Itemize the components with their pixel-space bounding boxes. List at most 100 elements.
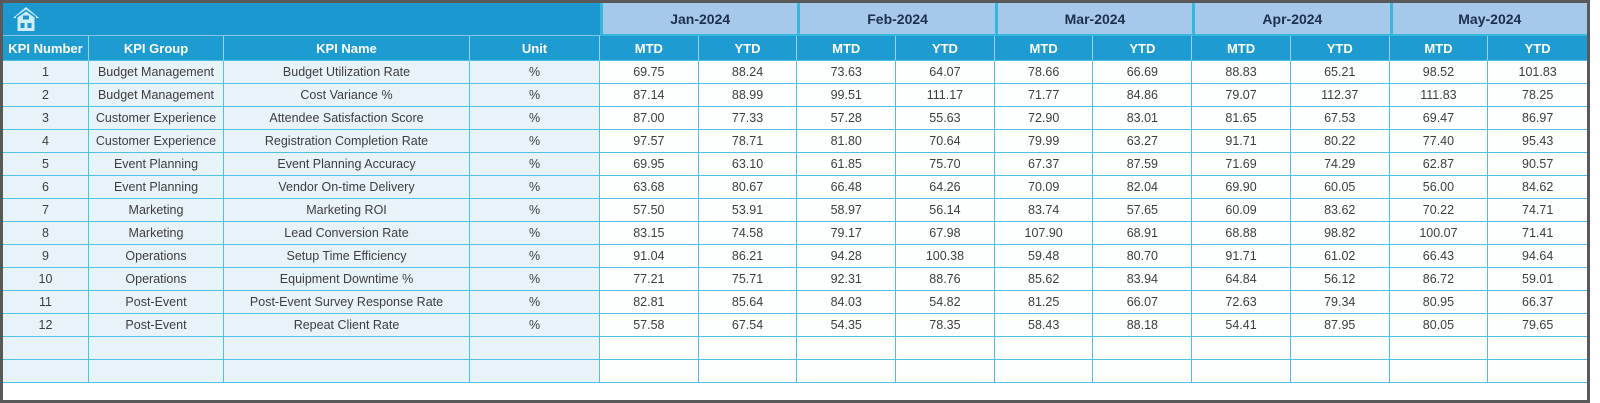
value-cell[interactable]: 81.25 (994, 291, 1094, 314)
value-cell[interactable]: 79.99 (994, 130, 1094, 153)
value-cell[interactable]: 78.66 (994, 61, 1094, 84)
value-cell[interactable]: 63.27 (1093, 130, 1193, 153)
empty-cell[interactable] (1488, 360, 1587, 383)
value-cell[interactable]: 64.26 (896, 176, 995, 199)
value-cell[interactable]: 56.14 (896, 199, 995, 222)
empty-cell[interactable] (698, 360, 798, 383)
value-cell[interactable]: 67.53 (1290, 107, 1390, 130)
value-cell[interactable]: 84.62 (1488, 176, 1587, 199)
value-cell[interactable]: 66.37 (1488, 291, 1587, 314)
value-cell[interactable]: 70.64 (896, 130, 995, 153)
value-cell[interactable]: 77.40 (1389, 130, 1489, 153)
value-cell[interactable]: 72.63 (1192, 291, 1291, 314)
value-cell[interactable]: 57.58 (600, 314, 699, 337)
value-cell[interactable]: 62.87 (1389, 153, 1489, 176)
empty-cell[interactable] (224, 360, 470, 383)
kpi-number-cell[interactable]: 10 (3, 268, 89, 291)
value-cell[interactable]: 66.69 (1093, 61, 1193, 84)
value-cell[interactable]: 70.22 (1389, 199, 1489, 222)
value-cell[interactable]: 87.14 (600, 84, 699, 107)
value-cell[interactable]: 83.01 (1093, 107, 1193, 130)
value-cell[interactable]: 71.77 (994, 84, 1094, 107)
empty-cell[interactable] (470, 337, 600, 360)
kpi-number-cell[interactable]: 11 (3, 291, 89, 314)
empty-cell[interactable] (1290, 337, 1390, 360)
unit-cell[interactable]: % (470, 222, 600, 245)
kpi-number-cell[interactable]: 1 (3, 61, 89, 84)
unit-cell[interactable]: % (470, 61, 600, 84)
kpi-name-cell[interactable]: Post-Event Survey Response Rate (224, 291, 470, 314)
value-cell[interactable]: 68.91 (1093, 222, 1193, 245)
value-cell[interactable]: 57.28 (797, 107, 897, 130)
value-cell[interactable]: 80.67 (698, 176, 798, 199)
empty-cell[interactable] (470, 360, 600, 383)
value-cell[interactable]: 79.17 (797, 222, 897, 245)
value-cell[interactable]: 85.64 (698, 291, 798, 314)
kpi-group-cell[interactable]: Operations (89, 268, 224, 291)
value-cell[interactable]: 80.22 (1290, 130, 1390, 153)
kpi-name-cell[interactable]: Event Planning Accuracy (224, 153, 470, 176)
value-cell[interactable]: 86.97 (1488, 107, 1587, 130)
value-cell[interactable]: 97.57 (600, 130, 699, 153)
value-cell[interactable]: 68.88 (1192, 222, 1291, 245)
unit-cell[interactable]: % (470, 130, 600, 153)
kpi-number-cell[interactable]: 12 (3, 314, 89, 337)
kpi-name-cell[interactable]: Vendor On-time Delivery (224, 176, 470, 199)
kpi-name-cell[interactable]: Attendee Satisfaction Score (224, 107, 470, 130)
unit-cell[interactable]: % (470, 291, 600, 314)
unit-cell[interactable]: % (470, 314, 600, 337)
value-cell[interactable]: 64.84 (1192, 268, 1291, 291)
value-cell[interactable]: 86.72 (1389, 268, 1489, 291)
empty-cell[interactable] (3, 337, 89, 360)
value-cell[interactable]: 59.48 (994, 245, 1094, 268)
empty-cell[interactable] (89, 360, 224, 383)
kpi-number-cell[interactable]: 7 (3, 199, 89, 222)
value-cell[interactable]: 83.62 (1290, 199, 1390, 222)
value-cell[interactable]: 100.07 (1389, 222, 1489, 245)
value-cell[interactable]: 60.09 (1192, 199, 1291, 222)
kpi-group-cell[interactable]: Post-Event (89, 291, 224, 314)
value-cell[interactable]: 91.71 (1192, 130, 1291, 153)
kpi-name-cell[interactable]: Repeat Client Rate (224, 314, 470, 337)
value-cell[interactable]: 73.63 (797, 61, 897, 84)
value-cell[interactable]: 80.05 (1389, 314, 1489, 337)
kpi-name-cell[interactable]: Registration Completion Rate (224, 130, 470, 153)
value-cell[interactable]: 54.35 (797, 314, 897, 337)
value-cell[interactable]: 71.41 (1488, 222, 1587, 245)
value-cell[interactable]: 87.59 (1093, 153, 1193, 176)
kpi-number-cell[interactable]: 5 (3, 153, 89, 176)
value-cell[interactable]: 77.33 (698, 107, 798, 130)
empty-cell[interactable] (1093, 360, 1193, 383)
empty-cell[interactable] (224, 337, 470, 360)
value-cell[interactable]: 82.04 (1093, 176, 1193, 199)
value-cell[interactable]: 90.57 (1488, 153, 1587, 176)
empty-cell[interactable] (1192, 337, 1291, 360)
value-cell[interactable]: 61.85 (797, 153, 897, 176)
value-cell[interactable]: 59.01 (1488, 268, 1587, 291)
value-cell[interactable]: 94.28 (797, 245, 897, 268)
value-cell[interactable]: 88.99 (698, 84, 798, 107)
value-cell[interactable]: 67.98 (896, 222, 995, 245)
kpi-number-cell[interactable]: 4 (3, 130, 89, 153)
value-cell[interactable]: 70.09 (994, 176, 1094, 199)
kpi-name-cell[interactable]: Equipment Downtime % (224, 268, 470, 291)
value-cell[interactable]: 111.17 (896, 84, 995, 107)
empty-cell[interactable] (994, 360, 1094, 383)
empty-cell[interactable] (1389, 360, 1489, 383)
unit-cell[interactable]: % (470, 107, 600, 130)
value-cell[interactable]: 79.34 (1290, 291, 1390, 314)
value-cell[interactable]: 75.71 (698, 268, 798, 291)
kpi-group-cell[interactable]: Marketing (89, 222, 224, 245)
kpi-group-cell[interactable]: Post-Event (89, 314, 224, 337)
value-cell[interactable]: 66.43 (1389, 245, 1489, 268)
unit-cell[interactable]: % (470, 199, 600, 222)
value-cell[interactable]: 75.70 (896, 153, 995, 176)
value-cell[interactable]: 87.00 (600, 107, 699, 130)
empty-cell[interactable] (1093, 337, 1193, 360)
value-cell[interactable]: 53.91 (698, 199, 798, 222)
value-cell[interactable]: 88.76 (896, 268, 995, 291)
kpi-group-cell[interactable]: Event Planning (89, 153, 224, 176)
value-cell[interactable]: 74.58 (698, 222, 798, 245)
kpi-group-cell[interactable]: Budget Management (89, 61, 224, 84)
value-cell[interactable]: 69.47 (1389, 107, 1489, 130)
